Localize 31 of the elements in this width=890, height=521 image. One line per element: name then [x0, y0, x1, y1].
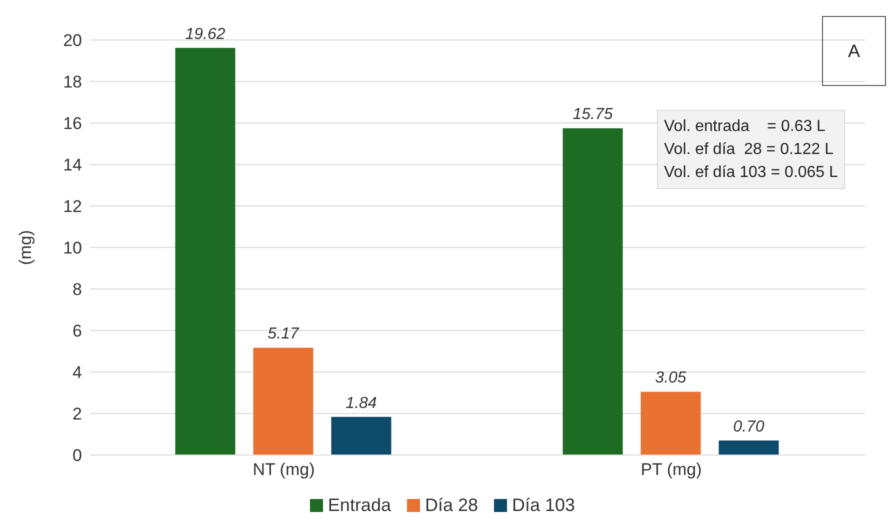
- y-tick-label: 12: [63, 197, 82, 216]
- y-tick-label: 4: [72, 363, 82, 382]
- data-label: 0.70: [733, 418, 764, 436]
- y-tick-label: 6: [72, 322, 82, 341]
- y-tick-label: 10: [63, 238, 82, 258]
- bar: [331, 416, 392, 455]
- data-label: 1.84: [346, 394, 377, 412]
- panel-label-box: A: [822, 16, 886, 86]
- x-tick-label: PT (mg): [640, 460, 702, 480]
- data-label: 5.17: [268, 326, 300, 343]
- x-tick-label: NT (mg): [252, 460, 315, 480]
- y-tick-label: 16: [63, 114, 82, 134]
- y-tick-label: 2: [72, 404, 82, 424]
- bar: [253, 348, 314, 455]
- y-tick-label: 8: [72, 280, 82, 300]
- data-label: 19.62: [185, 26, 226, 43]
- legend-label: Entrada: [326, 495, 391, 516]
- y-axis-title: (mg): [16, 230, 36, 265]
- bar: [718, 440, 779, 455]
- bar: [175, 48, 236, 455]
- y-tick-label: 18: [63, 72, 82, 92]
- data-label: 3.05: [655, 370, 686, 387]
- note-box: Vol. entrada = 0.63 L Vol. ef día 28 = 0.122 L Vol. ef día 103 = 0.065 L: [657, 110, 845, 189]
- legend-label: Día 103: [511, 495, 576, 516]
- y-tick-label: 14: [63, 156, 82, 175]
- data-label: 15.75: [572, 106, 613, 124]
- bar: [640, 392, 701, 455]
- y-tick-label: 20: [63, 31, 82, 50]
- bar: [562, 128, 623, 455]
- y-tick-label: 0: [72, 446, 82, 466]
- legend-label: Día 28: [424, 495, 478, 516]
